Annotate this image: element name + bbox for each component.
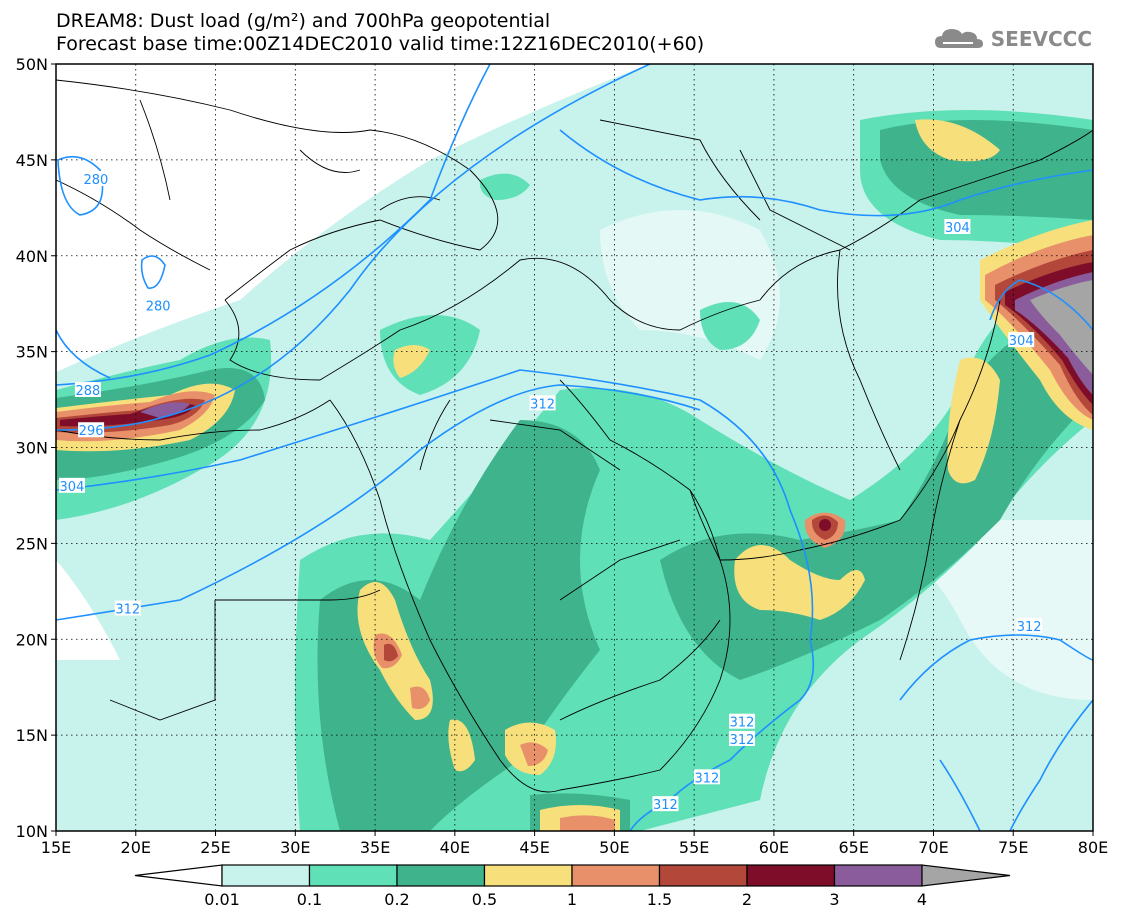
country-boundaries bbox=[56, 79, 1093, 793]
contour-label: 288 bbox=[75, 384, 100, 399]
contour-label-bg bbox=[74, 381, 101, 397]
contour-label: 304 bbox=[945, 221, 970, 236]
colorbar-tick-label: 4 bbox=[917, 890, 927, 909]
lon-label: 75E bbox=[998, 838, 1028, 857]
lat-label: 50N bbox=[16, 55, 48, 74]
contour-label: 304 bbox=[1009, 334, 1034, 349]
colorbar-segment bbox=[308, 864, 398, 887]
colorbar-segment bbox=[483, 864, 573, 887]
logo-text: SEEVCCC bbox=[990, 27, 1092, 51]
colorbar-segment bbox=[571, 864, 661, 887]
colorbar-tick-label: 0.5 bbox=[472, 890, 497, 909]
lon-label: 20E bbox=[121, 838, 151, 857]
contour-label-bg bbox=[729, 713, 756, 729]
lon-label: 15E bbox=[41, 838, 71, 857]
contour-label: 280 bbox=[146, 300, 171, 315]
colorbar-tick-label: 0.1 bbox=[297, 890, 322, 909]
contour-labels: 280 280 288 296 304 312 312 304 304 312 312 312 312 3… bbox=[58, 171, 1043, 813]
lat-label: 25N bbox=[16, 534, 48, 553]
contour-label-bg bbox=[82, 171, 109, 187]
lat-label: 45N bbox=[16, 151, 48, 170]
contour-label-bg bbox=[693, 769, 720, 785]
contour-label-bg bbox=[1016, 617, 1043, 633]
contour-label-bg bbox=[944, 218, 971, 234]
contour-label: 312 bbox=[530, 397, 555, 412]
colorbar-tick-label: 2 bbox=[742, 890, 752, 909]
lon-label: 70E bbox=[918, 838, 948, 857]
contour-label: 296 bbox=[79, 424, 104, 439]
contour-label: 312 bbox=[1017, 620, 1042, 635]
lat-label: 40N bbox=[16, 247, 48, 266]
axis-ticks bbox=[51, 63, 1094, 836]
lon-label: 65E bbox=[838, 838, 868, 857]
colorbar-segment bbox=[746, 864, 836, 887]
cloud-logo-icon bbox=[934, 29, 983, 48]
seevccc-logo: SEEVCCC bbox=[933, 26, 1092, 52]
contour-label-bg bbox=[145, 297, 172, 313]
longitude-labels: 15E 20E 25E 30E 35E 40E 45E 50E 55E 60E 65E 70E 75E 8… bbox=[41, 838, 1108, 857]
lat-label: 20N bbox=[16, 630, 48, 649]
lon-label: 25E bbox=[200, 838, 230, 857]
lon-label: 80E bbox=[1078, 838, 1108, 857]
contour-label: 312 bbox=[730, 733, 755, 748]
lon-label: 30E bbox=[280, 838, 310, 857]
contour-label-bg bbox=[78, 422, 105, 438]
lat-label: 35N bbox=[16, 343, 48, 362]
contour-label: 312 bbox=[115, 603, 140, 618]
colorbar-tick-label: 0.01 bbox=[204, 890, 240, 909]
contour-label: 304 bbox=[60, 480, 85, 495]
contour-label-bg bbox=[529, 395, 556, 411]
lon-label: 40E bbox=[440, 838, 470, 857]
lon-label: 35E bbox=[360, 838, 390, 857]
lat-label: 10N bbox=[16, 822, 48, 841]
colorbar-tick-label: 1.5 bbox=[647, 890, 672, 909]
contour-label: 312 bbox=[653, 798, 678, 813]
lat-label: 15N bbox=[16, 726, 48, 745]
contour-label-bg bbox=[729, 730, 756, 746]
geopotential-contours bbox=[56, 64, 1093, 831]
colorbar-tick-label: 1 bbox=[567, 890, 577, 909]
contour-label: 312 bbox=[730, 716, 755, 731]
lon-label: 60E bbox=[759, 838, 789, 857]
colorbar: 0.01 0.1 0.2 0.5 1 1.5 2 3 4 bbox=[134, 864, 1011, 909]
colorbar-segment bbox=[221, 864, 311, 887]
contour-label-bg bbox=[114, 600, 141, 616]
colorbar-segment bbox=[658, 864, 748, 887]
colorbar-segment bbox=[833, 864, 923, 887]
map-title: DREAM8: Dust load (g/m²) and 700hPa geop… bbox=[56, 10, 551, 32]
contour-label-bg bbox=[652, 796, 679, 812]
contour-label-bg bbox=[1008, 332, 1035, 348]
colorbar-max-arrow bbox=[921, 864, 1011, 887]
lon-label: 50E bbox=[599, 838, 629, 857]
lon-label: 55E bbox=[679, 838, 709, 857]
latitude-labels: 50N 45N 40N 35N 30N 25N 20N 15N 10N bbox=[16, 55, 48, 841]
colorbar-tick-label: 0.2 bbox=[384, 890, 409, 909]
contour-label: 280 bbox=[83, 173, 108, 188]
lon-label: 45E bbox=[519, 838, 549, 857]
colorbar-tick-label: 3 bbox=[829, 890, 839, 909]
lat-label: 30N bbox=[16, 439, 48, 458]
map-subtitle: Forecast base time:00Z14DEC2010 valid ti… bbox=[56, 33, 705, 55]
contour-label: 312 bbox=[695, 771, 720, 786]
colorbar-min-arrow bbox=[134, 864, 223, 887]
colorbar-segment bbox=[396, 864, 486, 887]
contour-label-bg bbox=[58, 477, 85, 493]
